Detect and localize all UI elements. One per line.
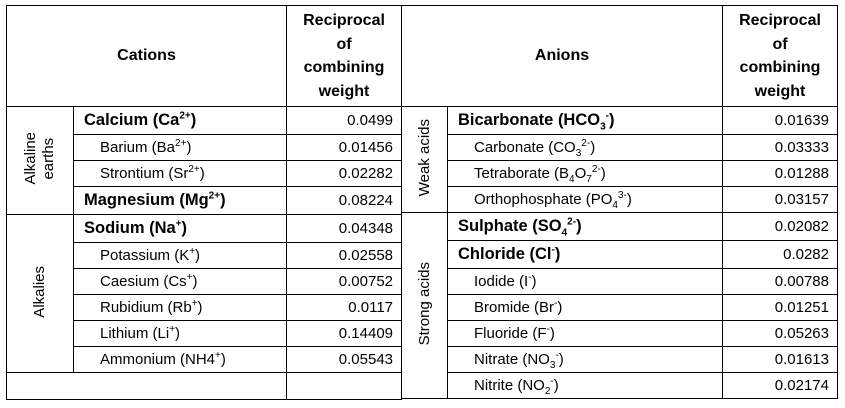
cation-value: 0.08224 — [286, 186, 403, 215]
cation-row: Alkalies Sodium (Na+) 0.04348 — [6, 214, 403, 373]
cation-name: Barium (Ba2+) — [72, 134, 288, 161]
anion-name: Bromide (Br-) — [447, 294, 723, 321]
anion-value: 0.03333 — [722, 134, 838, 161]
cation-value: 0.05543 — [286, 346, 403, 373]
anion-name: Nitrite (NO2-) — [447, 372, 723, 399]
anion-name: Bicarbonate (HCO3-) — [447, 106, 723, 135]
cation-name: Magnesium (Mg2+) — [72, 186, 288, 215]
anion-value: 0.01288 — [722, 160, 838, 187]
anion-row: Iodide (I-) 0.00788 — [402, 268, 838, 295]
cation-value: 0.04348 — [286, 214, 403, 243]
cation-row: Alkaline earths Calcium (Ca2+) 0.0499 — [6, 106, 403, 215]
anion-row: Chloride (Cl-) 0.0282 — [402, 240, 838, 269]
cation-value: 0.01456 — [286, 134, 403, 161]
cations-header: Cations — [5, 5, 288, 107]
anions-table: Anions Reciprocal of combining weight We… — [401, 5, 838, 399]
cation-empty-row — [5, 372, 403, 400]
cation-row: Caesium (Cs+) 0.00752 — [7, 268, 403, 295]
anion-name: Orthophosphate (PO43-) — [447, 186, 723, 213]
cation-group-label: Alkalies — [6, 214, 74, 373]
anion-name: Chloride (Cl-) — [447, 240, 723, 269]
anion-group-label: Weak acids — [401, 106, 448, 213]
anion-value: 0.05263 — [722, 320, 838, 347]
cation-value: 0.02558 — [286, 242, 403, 269]
empty-cell — [286, 372, 403, 400]
anion-value: 0.00788 — [722, 268, 838, 295]
cation-value: 0.0499 — [286, 106, 403, 135]
anion-value: 0.03157 — [722, 186, 838, 213]
cations-table: Cations Reciprocal of combining weight A… — [5, 5, 403, 400]
anion-row: Tetraborate (B4O72-) 0.01288 — [402, 160, 838, 187]
anion-row: Weak acids Bicarbonate (HCO3-) 0.01639 — [401, 106, 838, 213]
cation-name: Potassium (K+) — [72, 242, 288, 269]
cation-name: Strontium (Sr2+) — [72, 160, 288, 187]
anion-row: Nitrite (NO2-) 0.02174 — [402, 372, 838, 399]
cation-name: Sodium (Na+) — [72, 214, 288, 243]
empty-cell — [5, 372, 288, 400]
anion-row: Carbonate (CO32-) 0.03333 — [402, 134, 838, 161]
cation-group-label: Alkaline earths — [6, 106, 74, 215]
cation-row: Barium (Ba2+) 0.01456 — [7, 134, 403, 161]
anion-name: Tetraborate (B4O72-) — [447, 160, 723, 187]
anion-value: 0.01251 — [722, 294, 838, 321]
anion-value: 0.02082 — [722, 212, 838, 241]
anion-row: Fluoride (F-) 0.05263 — [402, 320, 838, 347]
cation-name: Caesium (Cs+) — [72, 268, 288, 295]
cation-value: 0.02282 — [286, 160, 403, 187]
cation-name: Calcium (Ca2+) — [72, 106, 288, 135]
anions-value-header: Reciprocal of combining weight — [722, 5, 838, 107]
anions-header: Anions — [401, 5, 723, 107]
anion-name: Carbonate (CO32-) — [447, 134, 723, 161]
anion-row: Bromide (Br-) 0.01251 — [402, 294, 838, 321]
anion-value: 0.01639 — [722, 106, 838, 135]
anion-value: 0.02174 — [722, 372, 838, 399]
cation-value: 0.14409 — [286, 320, 403, 347]
cation-value: 0.0117 — [286, 294, 403, 321]
anion-group-label: Strong acids — [401, 212, 448, 399]
anion-value: 0.01613 — [722, 346, 838, 373]
anion-row: Orthophosphate (PO43-) 0.03157 — [402, 186, 838, 213]
anion-row: Strong acids Sulphate (SO42-) 0.02082 — [401, 212, 838, 399]
cation-name: Rubidium (Rb+) — [72, 294, 288, 321]
cation-row: Ammonium (NH4+) 0.05543 — [7, 346, 403, 373]
cation-name: Ammonium (NH4+) — [72, 346, 288, 373]
anion-row: Nitrate (NO3-) 0.01613 — [402, 346, 838, 373]
cation-name: Lithium (Li+) — [72, 320, 288, 347]
anion-value: 0.0282 — [722, 240, 838, 269]
anion-name: Nitrate (NO3-) — [447, 346, 723, 373]
anion-name: Fluoride (F-) — [447, 320, 723, 347]
anion-name: Sulphate (SO42-) — [447, 212, 723, 241]
cation-value: 0.00752 — [286, 268, 403, 295]
anion-name: Iodide (I-) — [447, 268, 723, 295]
cations-value-header: Reciprocal of combining weight — [286, 5, 403, 107]
